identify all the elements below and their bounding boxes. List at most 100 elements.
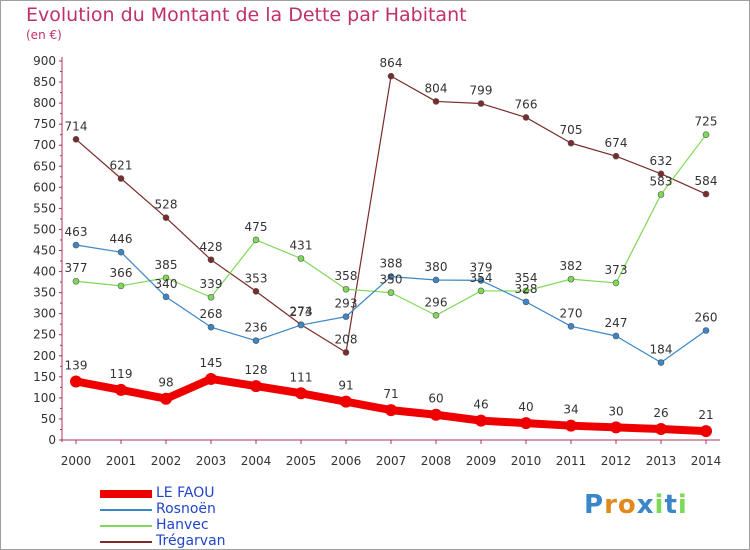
data-label: 339 — [200, 277, 223, 291]
data-label: 91 — [338, 379, 353, 393]
data-point — [162, 274, 170, 282]
data-point — [700, 425, 712, 438]
data-point — [522, 287, 530, 295]
data-point — [565, 419, 577, 432]
data-point — [70, 375, 82, 388]
data-label: 208 — [335, 332, 358, 346]
data-point — [205, 372, 217, 385]
data-label: 274 — [290, 305, 313, 319]
data-label: 366 — [110, 266, 133, 280]
data-label: 268 — [200, 307, 223, 321]
logo-letter: P — [584, 490, 605, 520]
data-label: 236 — [245, 321, 268, 335]
logo-letter: t — [664, 490, 678, 520]
y-tick-label: 50 — [41, 412, 56, 426]
data-label: 446 — [110, 232, 133, 246]
data-label: 145 — [200, 356, 223, 370]
data-point — [612, 279, 620, 287]
y-tick-label: 750 — [33, 117, 56, 131]
logo-letter: i — [654, 490, 665, 520]
x-tick-label: 2010 — [511, 454, 542, 468]
data-label: 128 — [245, 363, 268, 377]
data-label: 340 — [155, 277, 178, 291]
data-point — [295, 387, 307, 400]
data-label: 583 — [650, 174, 673, 188]
data-label: 350 — [380, 273, 403, 287]
data-point — [207, 293, 215, 301]
data-label: 380 — [425, 260, 448, 274]
data-point — [702, 327, 710, 334]
data-point — [207, 323, 215, 331]
y-tick-label: 150 — [33, 370, 56, 384]
data-point — [432, 312, 440, 319]
data-label: 247 — [605, 316, 628, 330]
legend-swatch — [100, 541, 152, 543]
data-point — [477, 100, 485, 107]
y-tick-label: 250 — [33, 328, 56, 342]
data-label: 428 — [200, 240, 223, 254]
data-label: 799 — [470, 84, 493, 98]
data-point — [252, 288, 260, 295]
x-tick-label: 2013 — [646, 454, 677, 468]
data-point — [340, 395, 352, 408]
data-label: 354 — [515, 271, 538, 285]
data-point — [612, 332, 620, 340]
data-point — [610, 421, 622, 434]
data-point — [387, 289, 395, 296]
data-label: 40 — [518, 400, 533, 414]
data-label: 388 — [380, 257, 403, 271]
data-label: 30 — [608, 404, 623, 418]
chart-title: Evolution du Montant de la Dette par Hab… — [26, 4, 467, 26]
data-label: 270 — [560, 306, 583, 320]
y-tick-label: 600 — [33, 180, 56, 194]
data-label: 328 — [515, 282, 538, 296]
data-label: 379 — [470, 260, 493, 274]
data-label: 463 — [65, 225, 88, 239]
x-tick-label: 2011 — [556, 454, 587, 468]
data-point — [342, 349, 350, 356]
data-point — [522, 114, 530, 121]
data-label: 725 — [695, 115, 718, 129]
data-label: 184 — [650, 343, 673, 357]
y-tick-label: 900 — [33, 54, 56, 68]
y-tick-label: 350 — [33, 286, 56, 300]
y-tick-label: 100 — [33, 391, 56, 405]
data-label: 766 — [515, 97, 538, 111]
data-label: 139 — [65, 358, 88, 372]
x-tick-label: 2005 — [286, 454, 317, 468]
data-label: 293 — [335, 297, 358, 311]
data-point — [475, 414, 487, 427]
data-point — [477, 277, 485, 284]
y-tick-label: 850 — [33, 75, 56, 89]
y-tick-label: 550 — [33, 201, 56, 215]
data-label: 21 — [698, 408, 713, 422]
data-label: 60 — [428, 392, 443, 406]
legend-swatch — [100, 525, 152, 527]
data-point — [342, 285, 350, 293]
x-tick-label: 2014 — [691, 454, 722, 468]
x-tick-label: 2006 — [331, 454, 362, 468]
data-point — [702, 190, 710, 198]
data-point — [297, 255, 305, 262]
data-point — [477, 287, 485, 295]
data-point — [655, 423, 667, 436]
data-label: 621 — [110, 158, 133, 172]
data-point — [72, 277, 80, 285]
chart-subtitle: (en €) — [26, 28, 62, 42]
data-point — [117, 175, 125, 182]
legend-swatch — [100, 490, 152, 498]
data-point — [297, 321, 305, 329]
data-point — [342, 313, 350, 320]
x-tick-label: 2009 — [466, 454, 497, 468]
data-label: 353 — [245, 271, 268, 285]
data-point — [432, 98, 440, 105]
data-label: 26 — [653, 406, 668, 420]
logo-letter: x — [636, 490, 655, 520]
x-tick-label: 2004 — [241, 454, 272, 468]
y-tick-label: 300 — [33, 307, 56, 321]
data-point — [702, 131, 710, 138]
data-label: 119 — [110, 367, 133, 381]
proxiti-logo: Proxiti — [584, 490, 688, 520]
